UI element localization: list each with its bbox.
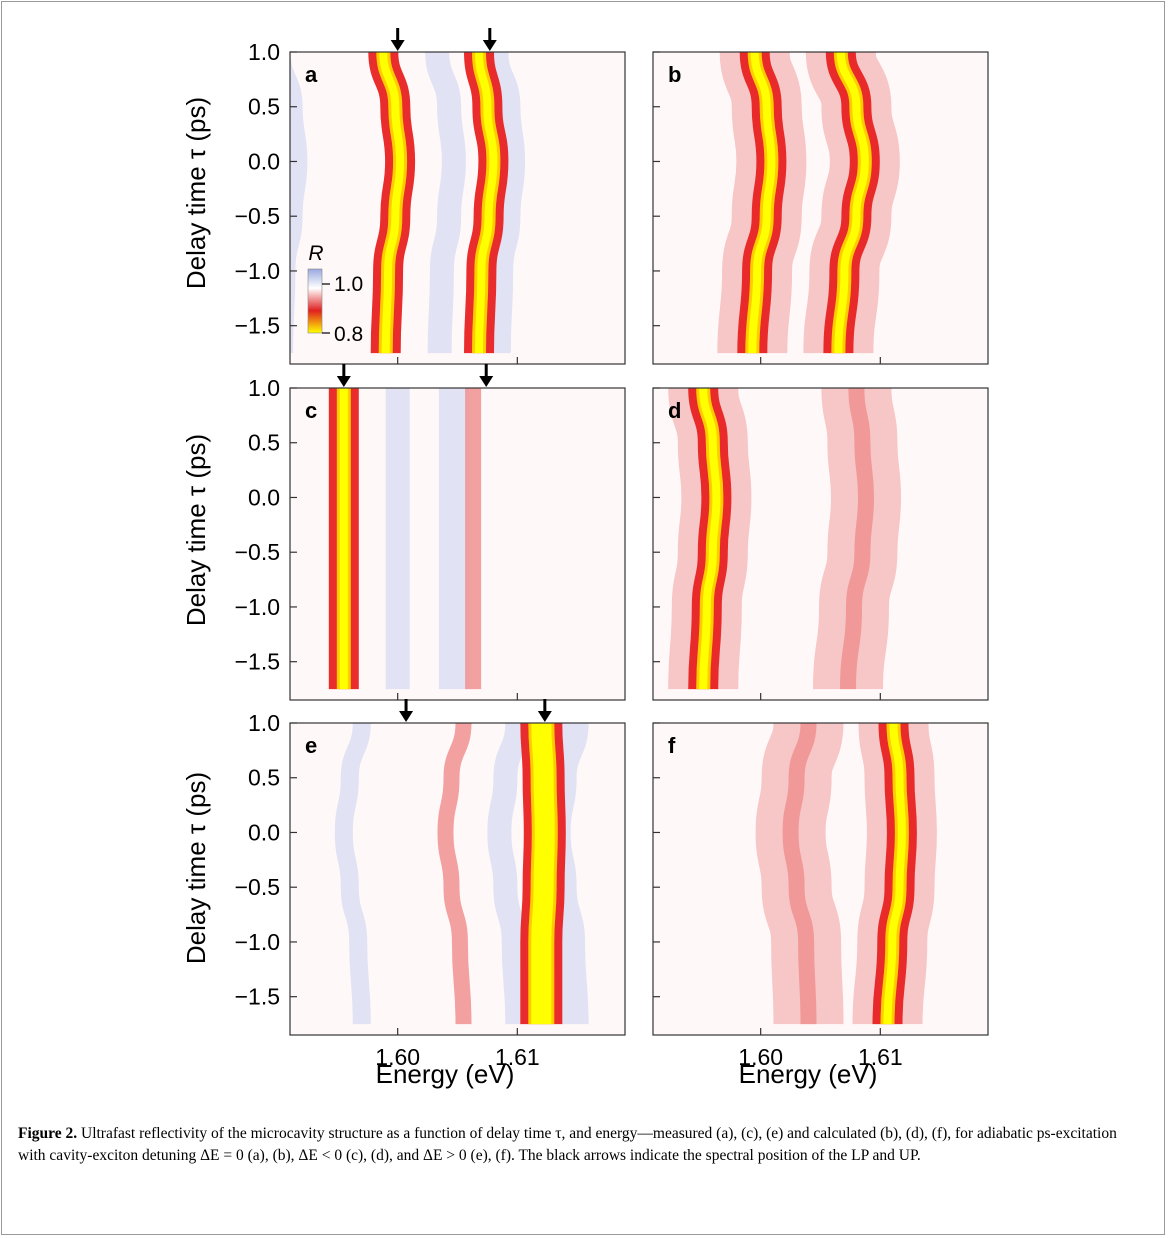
panel-b-frame (652, 51, 989, 365)
panel-e-label: e (305, 733, 317, 758)
panel-c: c 1.0 0.5 0.0 −0.5 −1.0 −1.5 (235, 375, 626, 701)
panel-f-lp-band (782, 723, 817, 1025)
panel-d-up-band (840, 388, 875, 690)
panel-e-arrow-1-head (399, 711, 414, 722)
y-axis-title-row-2: Delay time τ (ps) (181, 434, 211, 626)
caption-label: Figure 2. (18, 1125, 78, 1142)
panel-a-frame (289, 51, 626, 365)
panel-e-up-band-core (531, 723, 555, 1025)
panel-a-up-band-core (475, 52, 498, 354)
panel-c-frame (289, 387, 626, 701)
y-tick-label: 0.5 (248, 430, 280, 456)
panel-b-label: b (668, 62, 681, 87)
panel-e-frame (289, 722, 626, 1036)
colorbar: R 1.0 0.8 (307, 242, 363, 346)
panel-a-background-band-3 (478, 52, 526, 354)
panel-a-background-band-1 (290, 52, 308, 354)
panel-a-arrow-2-head (482, 40, 497, 51)
x-axis-title-right: Energy (eV) (739, 1059, 878, 1089)
panels-layer: a 1.0 0.5 0.0 −0.5 −1.0 −1.5 b c 1.0 0.5 0.0 −0.5 −1.… (235, 39, 989, 1070)
panel-a-lp-band-core (379, 52, 405, 354)
panel-f-label: f (668, 733, 676, 758)
y-tick-label: 1.0 (248, 710, 280, 736)
panel-e-arrow-2-head (537, 711, 552, 722)
y-tick-label: 0.0 (248, 148, 280, 174)
panel-d-frame (652, 387, 989, 701)
y-tick-label: 0.5 (248, 765, 280, 791)
panel-d: d (652, 387, 989, 701)
panel-a-background-band-2 (425, 52, 466, 354)
x-tick-label: 1.60 (375, 1044, 420, 1070)
panel-f-up-band-core (883, 723, 906, 1025)
panel-e-background-band-2 (487, 723, 530, 1025)
colorbar-gradient (307, 268, 323, 334)
y-tick-label: −0.5 (235, 874, 280, 900)
figure-caption: Figure 2. Ultrafast reflectivity of the … (18, 1123, 1148, 1167)
x-tick-label: 1.61 (858, 1044, 903, 1070)
y-tick-label: 0.0 (248, 484, 280, 510)
panel-b: b (652, 51, 989, 365)
y-tick-label: 1.0 (248, 39, 280, 65)
colorbar-max-label: 1.0 (334, 273, 363, 296)
panel-b-up-band-core (834, 52, 869, 354)
panel-b-lp-band-core (748, 52, 776, 354)
x-tick-label: 1.60 (738, 1044, 783, 1070)
y-tick-label: −0.5 (235, 539, 280, 565)
panel-c-arrow-1-head (336, 376, 351, 387)
y-tick-label: −1.5 (235, 984, 280, 1010)
panel-d-label: d (668, 398, 681, 423)
panel-c-arrow-2-head (479, 376, 494, 387)
panel-c-label: c (305, 398, 317, 423)
panel-e: e 1.0 0.5 0.0 −0.5 −1.0 −1.5 1.60 1.61 (235, 710, 626, 1070)
y-tick-label: −1.5 (235, 313, 280, 339)
x-axis-title-left: Energy (eV) (376, 1059, 515, 1089)
panel-a-arrow-1-head (390, 40, 405, 51)
overlay-layer (336, 28, 552, 722)
panel-f-frame (652, 722, 989, 1036)
y-axis-title-row-1: Delay time τ (ps) (181, 97, 211, 289)
y-tick-label: −1.0 (235, 594, 280, 620)
panel-f: f 1.60 1.61 (652, 722, 989, 1070)
colorbar-title: R (308, 242, 323, 265)
y-tick-label: 0.0 (248, 819, 280, 845)
panel-e-lp-band (437, 723, 472, 1025)
y-tick-label: −0.5 (235, 203, 280, 229)
figure-canvas: a 1.0 0.5 0.0 −0.5 −1.0 −1.5 b c 1.0 0.5 0.0 −0.5 −1.… (181, 28, 989, 1089)
y-tick-label: −1.0 (235, 258, 280, 284)
y-tick-label: 0.5 (248, 94, 280, 120)
y-tick-label: −1.5 (235, 649, 280, 675)
y-axis-title-row-3: Delay time τ (ps) (181, 772, 211, 964)
panel-d-lp-band-core (699, 388, 721, 690)
x-tick-label: 1.61 (495, 1044, 540, 1070)
panel-a: a 1.0 0.5 0.0 −0.5 −1.0 −1.5 (235, 39, 626, 365)
colorbar-min-label: 0.8 (334, 323, 363, 346)
panel-a-label: a (305, 62, 318, 87)
y-tick-label: −1.0 (235, 929, 280, 955)
panel-e-background-band-1 (334, 723, 371, 1025)
caption-text: Ultrafast reflectivity of the microcavit… (18, 1125, 1117, 1164)
y-tick-label: 1.0 (248, 375, 280, 401)
